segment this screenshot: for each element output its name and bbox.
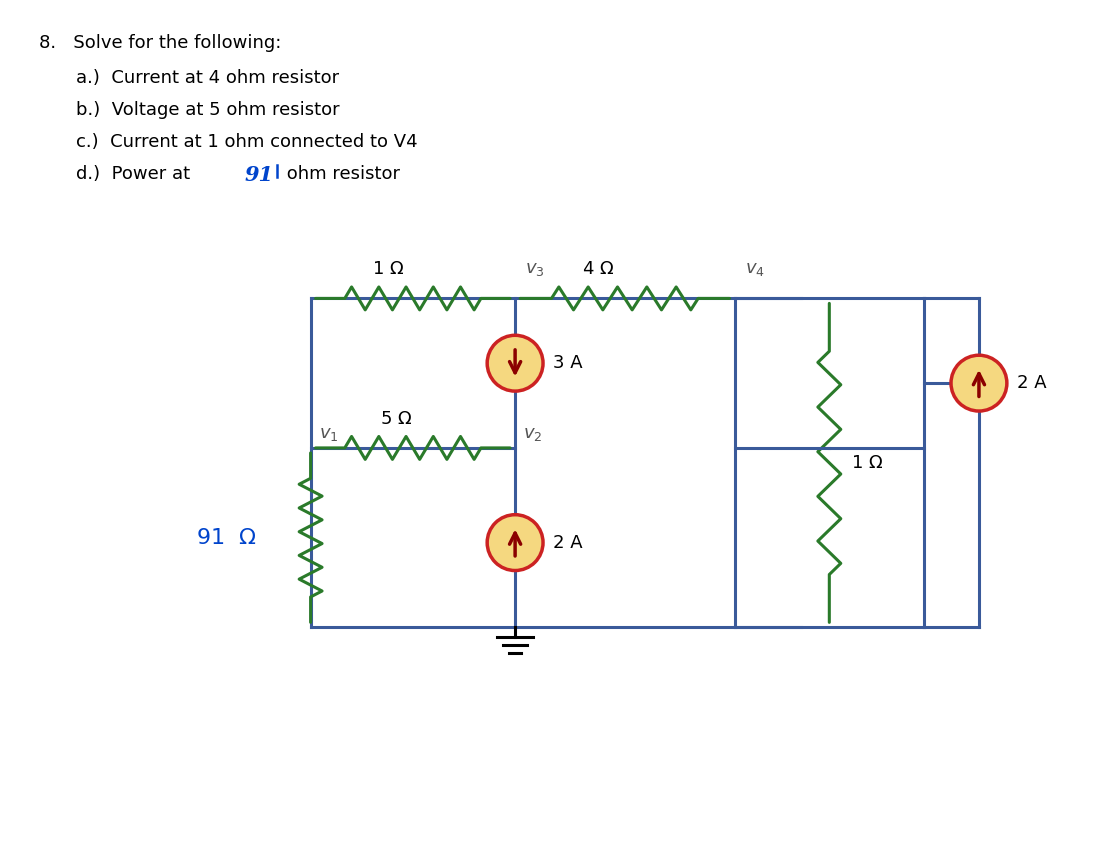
Text: $v_1$: $v_1$ <box>319 425 338 443</box>
Text: $v_2$: $v_2$ <box>523 425 543 443</box>
Text: b.)  Voltage at 5 ohm resistor: b.) Voltage at 5 ohm resistor <box>77 101 340 119</box>
Circle shape <box>487 335 543 391</box>
Text: a.)  Current at 4 ohm resistor: a.) Current at 4 ohm resistor <box>77 70 339 87</box>
Text: 1 $\Omega$: 1 $\Omega$ <box>373 260 405 278</box>
Text: d.)  Power at: d.) Power at <box>77 165 196 183</box>
Circle shape <box>487 515 543 571</box>
Text: 2 A: 2 A <box>553 533 583 551</box>
Text: $v_3$: $v_3$ <box>525 260 545 278</box>
Text: 4 $\Omega$: 4 $\Omega$ <box>583 260 615 278</box>
Text: $v_4$: $v_4$ <box>745 260 764 278</box>
Circle shape <box>951 355 1006 411</box>
Text: 1 $\Omega$: 1 $\Omega$ <box>852 454 883 471</box>
Text: c.)  Current at 1 ohm connected to V4: c.) Current at 1 ohm connected to V4 <box>77 133 418 151</box>
Text: 3 A: 3 A <box>553 354 583 372</box>
Text: 91: 91 <box>245 165 274 185</box>
Text: 5 $\Omega$: 5 $\Omega$ <box>380 410 413 428</box>
Text: $\mathit{91}$  $\Omega$: $\mathit{91}$ $\Omega$ <box>196 527 257 549</box>
Text: 8.   Solve for the following:: 8. Solve for the following: <box>39 34 281 53</box>
Text: 2 A: 2 A <box>1016 374 1046 392</box>
Text: ohm resistor: ohm resistor <box>280 165 399 183</box>
